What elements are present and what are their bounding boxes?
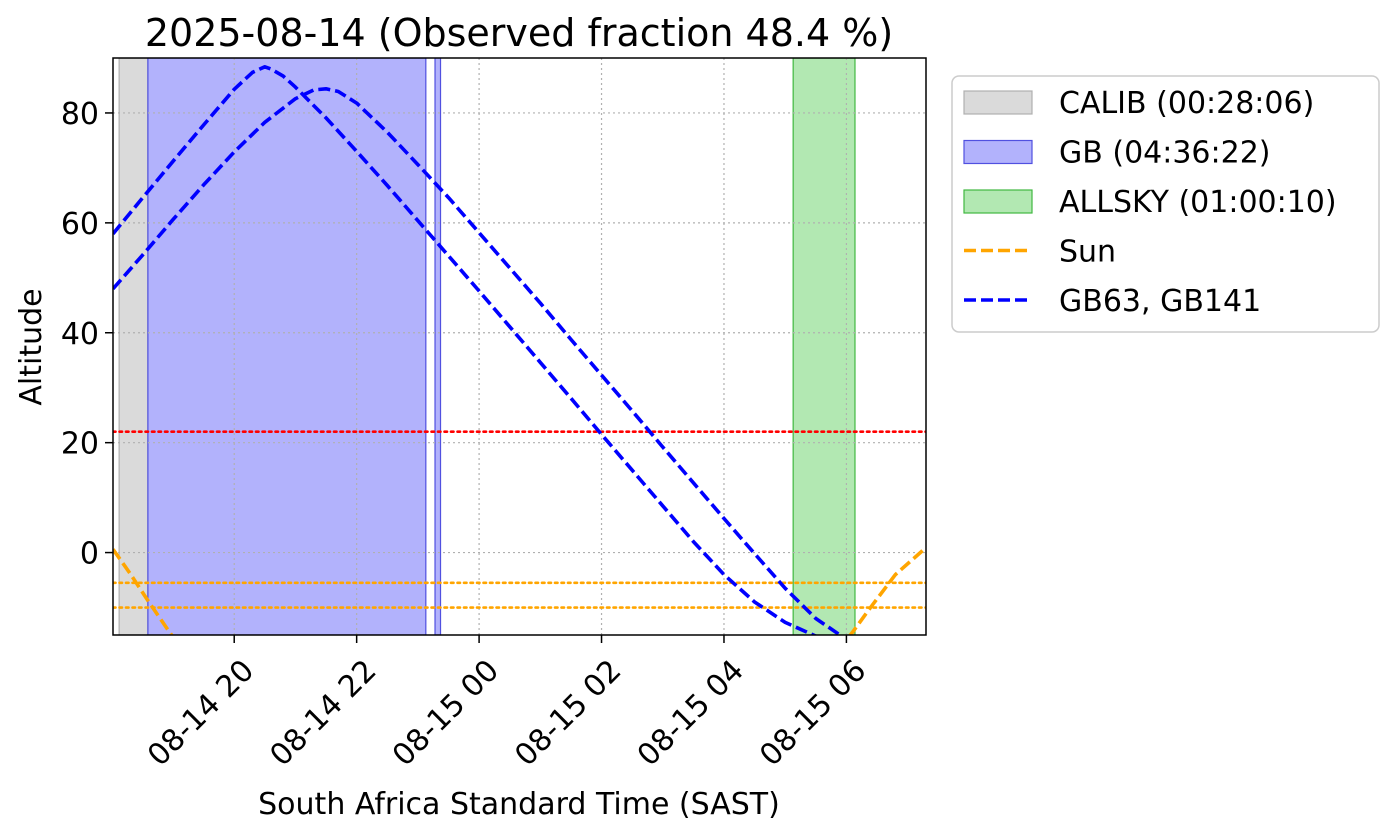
x-tick-label: 08-15 00 bbox=[386, 653, 506, 773]
series-gb63-line bbox=[113, 65, 819, 635]
span-gb-0 bbox=[147, 58, 427, 635]
plot-area bbox=[113, 58, 926, 635]
spans-layer bbox=[118, 58, 856, 635]
y-axis-ticks: 0 20 40 60 80 bbox=[61, 97, 113, 572]
span-calib-0 bbox=[118, 58, 149, 635]
legend-label-calib: CALIB (00:28:06) bbox=[1059, 86, 1314, 121]
chart-title: 2025-08-14 (Observed fraction 48.4 %) bbox=[145, 11, 893, 55]
legend-label-sun: Sun bbox=[1059, 235, 1116, 270]
legend: CALIB (00:28:06) GB (04:36:22) ALLSKY (01:… bbox=[951, 75, 1380, 333]
legend-swatch-calib bbox=[963, 90, 1033, 115]
legend-label-gb63: GB63, GB141 bbox=[1059, 284, 1261, 319]
legend-frame bbox=[951, 75, 1380, 333]
x-axis-label: South Africa Standard Time (SAST) bbox=[258, 787, 780, 822]
y-tick-label: 80 bbox=[61, 97, 99, 132]
x-axis-ticks: 08-14 20 08-14 22 08-15 00 08-15 02 08-15 04… bbox=[141, 635, 873, 773]
span-gb-1 bbox=[434, 58, 442, 635]
x-tick-label: 08-15 04 bbox=[631, 653, 751, 773]
y-axis-label: Altitude bbox=[14, 288, 49, 405]
span-allsky-0 bbox=[792, 58, 856, 635]
y-tick-label: 20 bbox=[61, 427, 99, 462]
plot-frame bbox=[112, 57, 927, 636]
series-sun-line bbox=[113, 546, 926, 635]
legend-label-gb: GB (04:36:22) bbox=[1059, 136, 1271, 171]
legend-items: CALIB (00:28:06) GB (04:36:22) ALLSKY (01:… bbox=[963, 86, 1337, 319]
series-gb141-line bbox=[113, 87, 844, 635]
y-tick-label: 60 bbox=[61, 207, 99, 242]
series-layer bbox=[113, 65, 926, 635]
x-tick-label: 08-14 20 bbox=[141, 653, 261, 773]
grid-layer bbox=[113, 58, 926, 635]
legend-swatch-allsky bbox=[963, 189, 1033, 214]
x-tick-label: 08-14 22 bbox=[263, 653, 383, 773]
x-tick-label: 08-15 02 bbox=[508, 653, 628, 773]
legend-swatch-gb bbox=[963, 139, 1033, 165]
x-tick-label: 08-15 06 bbox=[753, 653, 873, 773]
y-tick-label: 0 bbox=[80, 537, 99, 572]
y-tick-label: 40 bbox=[61, 317, 99, 352]
legend-label-allsky: ALLSKY (01:00:10) bbox=[1059, 185, 1337, 220]
reference-lines bbox=[113, 430, 926, 609]
